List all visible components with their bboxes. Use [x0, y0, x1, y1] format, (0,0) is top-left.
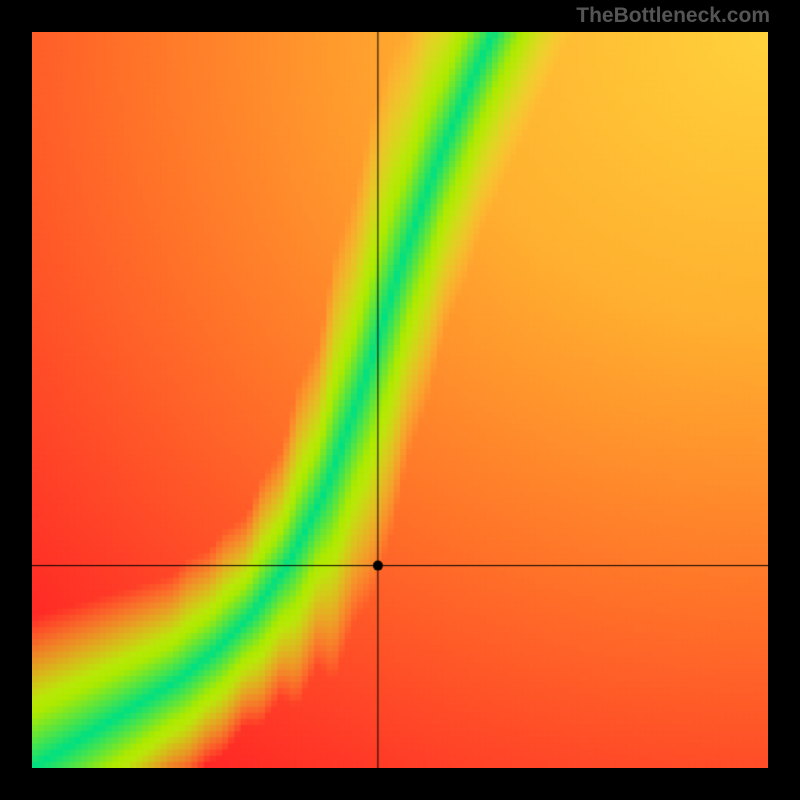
- watermark-text: TheBottleneck.com: [576, 4, 770, 28]
- bottleneck-heatmap: [32, 32, 768, 768]
